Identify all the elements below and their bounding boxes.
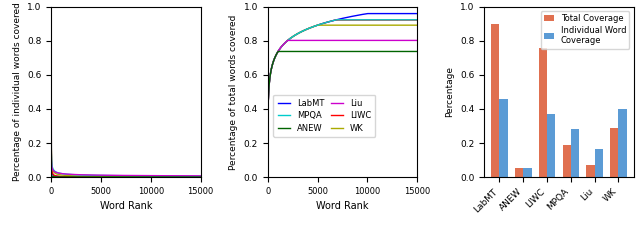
X-axis label: Word Rank: Word Rank (100, 201, 152, 211)
Bar (595, 149, 603, 177)
Y-axis label: Percentage of individual words covered: Percentage of individual words covered (13, 2, 22, 181)
Bar (563, 145, 571, 177)
Bar (499, 99, 508, 177)
Y-axis label: Percentage of total words covered: Percentage of total words covered (229, 14, 238, 170)
Y-axis label: Percentage: Percentage (445, 67, 454, 117)
X-axis label: Word Rank: Word Rank (316, 201, 369, 211)
Bar (618, 109, 627, 177)
Bar (586, 165, 595, 177)
Legend: Total Coverage, Individual Word
Coverage: Total Coverage, Individual Word Coverage (541, 11, 629, 49)
Bar (491, 24, 499, 177)
Bar (539, 48, 547, 177)
Bar (610, 128, 618, 177)
Bar (547, 114, 556, 177)
Bar (515, 168, 524, 177)
Bar (571, 129, 579, 177)
Legend: LabMT, MPQA, ANEW, Liu, LIWC, WK: LabMT, MPQA, ANEW, Liu, LIWC, WK (273, 95, 375, 137)
Bar (524, 168, 532, 177)
